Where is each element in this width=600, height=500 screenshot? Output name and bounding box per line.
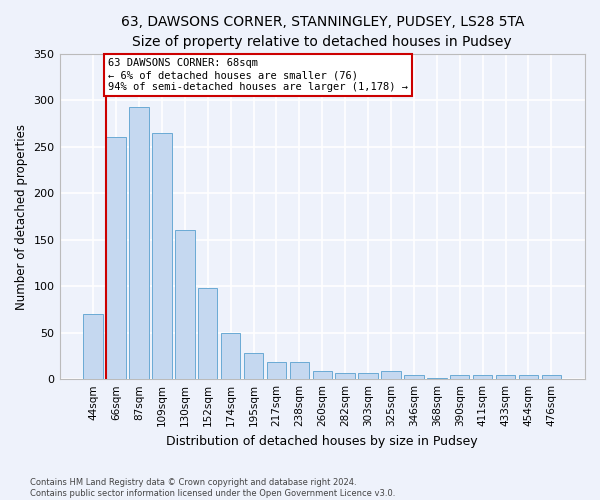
Text: Contains HM Land Registry data © Crown copyright and database right 2024.
Contai: Contains HM Land Registry data © Crown c…: [30, 478, 395, 498]
Bar: [496, 376, 515, 379]
Bar: [152, 133, 172, 379]
Bar: [542, 376, 561, 379]
Bar: [267, 362, 286, 379]
Bar: [106, 138, 126, 379]
Bar: [358, 372, 378, 379]
Bar: [221, 332, 241, 379]
Bar: [335, 372, 355, 379]
Bar: [450, 376, 469, 379]
Bar: [129, 107, 149, 379]
Bar: [244, 353, 263, 379]
Bar: [404, 374, 424, 379]
Bar: [83, 314, 103, 379]
Bar: [473, 376, 493, 379]
Bar: [290, 362, 309, 379]
Bar: [427, 378, 446, 379]
Text: 63 DAWSONS CORNER: 68sqm
← 6% of detached houses are smaller (76)
94% of semi-de: 63 DAWSONS CORNER: 68sqm ← 6% of detache…: [108, 58, 408, 92]
X-axis label: Distribution of detached houses by size in Pudsey: Distribution of detached houses by size …: [166, 434, 478, 448]
Y-axis label: Number of detached properties: Number of detached properties: [15, 124, 28, 310]
Bar: [175, 230, 194, 379]
Bar: [198, 288, 217, 379]
Bar: [313, 371, 332, 379]
Bar: [381, 371, 401, 379]
Title: 63, DAWSONS CORNER, STANNINGLEY, PUDSEY, LS28 5TA
Size of property relative to d: 63, DAWSONS CORNER, STANNINGLEY, PUDSEY,…: [121, 15, 524, 48]
Bar: [519, 376, 538, 379]
